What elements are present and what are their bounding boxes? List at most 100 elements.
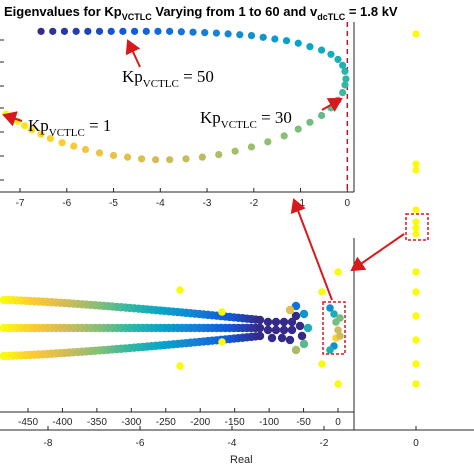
main-secondary-x-tick-label: -400: [52, 417, 72, 428]
inset-points: [2, 27, 350, 164]
highlight-box-right: [405, 213, 429, 241]
right-column-points-top: [412, 30, 420, 238]
main-point: [291, 345, 301, 355]
main-point: [412, 380, 420, 388]
inset-point: [247, 143, 256, 151]
inset-y-ticks: [0, 39, 4, 181]
main-point: [334, 326, 342, 334]
main-point: [318, 288, 326, 296]
inset-point: [189, 28, 197, 36]
main-point: [334, 268, 342, 276]
main-point: [334, 380, 342, 388]
right-column-point: [412, 230, 420, 238]
inset-point: [306, 43, 314, 51]
inset-point: [130, 27, 139, 35]
main-point: [412, 360, 420, 368]
annotation-kp1: KpVCTLC = 1: [28, 116, 111, 139]
main-x-tick-label: 0: [413, 438, 419, 449]
main-point: [279, 325, 289, 335]
main-secondary-x-tick-label: -250: [156, 417, 176, 428]
inset-point: [46, 134, 55, 143]
inset-point: [271, 35, 279, 43]
inset-point: [123, 153, 132, 161]
inset-point: [60, 27, 69, 35]
main-point: [299, 309, 309, 319]
main-point: [271, 325, 281, 335]
main-point: [412, 288, 420, 296]
inset-x-tick-label: -3: [203, 198, 212, 209]
highlight-box-main: [322, 301, 346, 355]
main-points: [0, 268, 420, 388]
inset-point: [282, 37, 291, 45]
inset-x-tick-label: 0: [345, 198, 351, 209]
main-point: [330, 310, 338, 318]
main-x-tick-label: -8: [44, 438, 53, 449]
main-point: [318, 360, 326, 368]
inset-point: [107, 27, 115, 35]
inset-point: [84, 27, 92, 35]
inset-point: [81, 145, 90, 154]
inset-x-tick-label: -5: [109, 198, 118, 209]
title-sub2: dcTLC: [317, 12, 345, 22]
main-point: [218, 308, 226, 316]
inset-point: [182, 155, 190, 163]
main-point: [285, 335, 295, 345]
inset-point: [119, 27, 127, 35]
inset-point: [306, 118, 314, 126]
main-point: [412, 312, 420, 320]
inset-point: [142, 27, 150, 35]
chart-title: Eigenvalues for KpVCTLC Varying from 1 t…: [4, 4, 398, 22]
inset-point: [21, 122, 29, 130]
arrow-box-to-inset: [290, 198, 333, 301]
title-sub1: VCTLC: [122, 12, 152, 22]
main-point: [218, 338, 226, 346]
right-column-point: [412, 160, 420, 168]
main-x-tick-label: -4: [228, 438, 237, 449]
inset-point: [95, 149, 104, 157]
inset-point: [58, 139, 66, 147]
inset-point: [236, 31, 244, 39]
main-x-ticks: -8 -6 -4 -2 0: [44, 426, 419, 449]
inset-point: [264, 138, 272, 146]
right-column-point: [412, 166, 420, 174]
main-point: [291, 301, 301, 311]
inset-point: [95, 27, 104, 35]
inset-point: [152, 156, 160, 164]
arrow-kp30: [321, 97, 343, 112]
inset-point: [259, 33, 267, 41]
inset-point: [37, 130, 45, 138]
inset-point: [294, 125, 302, 133]
main-point: [295, 321, 305, 331]
inset-point: [28, 126, 36, 134]
inset-point: [342, 75, 350, 83]
main-point: [263, 317, 273, 327]
main-secondary-x-tick-label: -150: [225, 417, 245, 428]
main-point: [287, 325, 297, 335]
main-point: [287, 317, 297, 327]
main-point: [291, 311, 301, 321]
inset-point: [294, 39, 302, 47]
main-point: [303, 323, 313, 333]
x-axis-label: Real: [230, 454, 253, 466]
main-point: [176, 362, 184, 370]
main-point: [326, 304, 334, 312]
title-mid: Varying from 1 to 60 and v: [152, 4, 318, 19]
inset-point: [334, 55, 342, 64]
inset-point: [49, 27, 57, 35]
main-point: [271, 317, 281, 327]
main-point: [263, 325, 273, 335]
main-secondary-x-tick-label: -450: [18, 417, 38, 428]
main-point: [336, 332, 344, 340]
inset-point: [70, 142, 78, 150]
inset-point: [339, 88, 347, 97]
main-point: [297, 331, 307, 341]
main-point: [176, 286, 184, 294]
inset-x-tick-label: -6: [62, 198, 71, 209]
inset-x-ticks: -7 -6 -5 -4 -3 -2 -1 0: [16, 188, 351, 209]
inset-x-tick-label: -4: [156, 198, 165, 209]
main-point: [267, 333, 277, 343]
inset-point: [177, 28, 185, 36]
inset-point: [341, 81, 349, 89]
inset-point: [318, 111, 326, 120]
